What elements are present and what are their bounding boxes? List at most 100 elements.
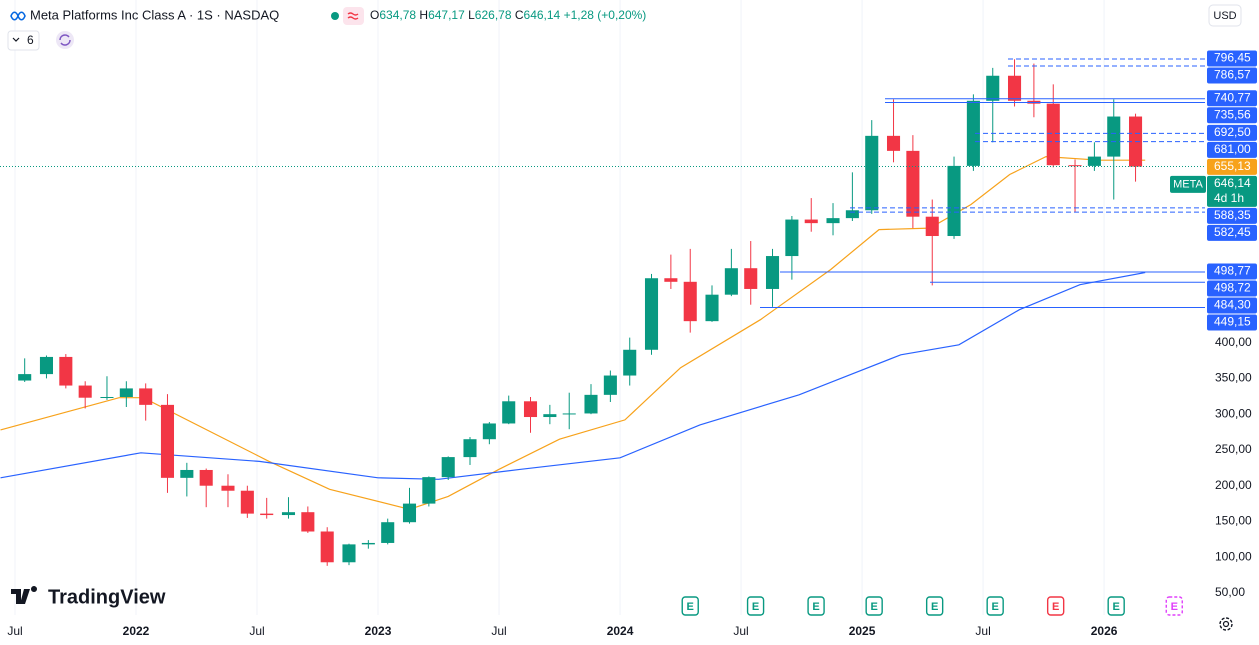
- symbol-title[interactable]: Meta Platforms Inc Class A · 1S · NASDAQ: [30, 7, 279, 22]
- earnings-badge[interactable]: [1165, 596, 1183, 616]
- indicator-count: 6: [27, 33, 34, 47]
- earnings-label: E: [870, 601, 877, 613]
- price-tag-label: 498,72: [1214, 281, 1251, 295]
- earnings-label: E: [687, 601, 694, 613]
- ohlc-value: 647,17: [428, 8, 465, 22]
- tv-logo-text: TradingView: [48, 586, 166, 608]
- price-tag-label: 582,45: [1214, 225, 1251, 239]
- x-tick-label: 2023: [365, 624, 392, 638]
- earnings-badge[interactable]: [986, 596, 1004, 616]
- candle-body: [705, 294, 719, 322]
- candle-body: [301, 512, 315, 532]
- chevron: [12, 37, 20, 42]
- indicator-icon: [347, 12, 359, 20]
- price-tag-label: 740,77: [1214, 90, 1251, 104]
- x-tick-label: 2022: [123, 624, 150, 638]
- price-tag-label: 449,15: [1214, 315, 1251, 329]
- candle-body: [925, 216, 939, 237]
- price-tag: [1207, 141, 1257, 158]
- candle-body: [986, 75, 1000, 101]
- earnings-label: E: [1052, 601, 1059, 613]
- price-tag: [1207, 297, 1257, 314]
- candle-body: [543, 414, 557, 418]
- earnings-badge[interactable]: [807, 596, 825, 616]
- moving-average: [0, 155, 1146, 510]
- y-tick-label: 300,00: [1215, 406, 1252, 420]
- price-tag-label: 484,30: [1214, 298, 1251, 312]
- candle-body: [623, 349, 637, 376]
- earnings-label: E: [1171, 601, 1178, 613]
- y-tick-label: 50,00: [1215, 585, 1245, 599]
- candle-body: [199, 469, 213, 486]
- candle-body: [1007, 75, 1022, 101]
- price-tag-label: 786,57: [1214, 68, 1251, 82]
- candle-body: [78, 385, 92, 398]
- y-tick-label: 100,00: [1215, 549, 1252, 563]
- candle-body: [18, 374, 32, 381]
- candle-body: [100, 396, 114, 398]
- indicators-toggle[interactable]: [7, 30, 40, 51]
- candle-body: [966, 100, 980, 166]
- price-tag-label: 646,14: [1214, 176, 1251, 190]
- candle-body: [644, 278, 659, 350]
- currency-button[interactable]: [1208, 4, 1242, 27]
- market-status[interactable]: [331, 12, 339, 20]
- candle-body: [664, 278, 678, 282]
- price-tag: [1207, 224, 1257, 241]
- ohlc-change: +1,28 (+0,20%): [564, 8, 647, 22]
- candle-body: [342, 544, 356, 563]
- earnings-badge[interactable]: [1046, 596, 1065, 616]
- candle-body: [603, 375, 617, 395]
- price-tag-label: 692,50: [1214, 125, 1251, 139]
- candle-body: [320, 531, 334, 563]
- price-tag: [1207, 107, 1257, 124]
- price-tag: [1207, 263, 1257, 280]
- candle-body: [804, 219, 818, 224]
- earnings-label: E: [991, 601, 998, 613]
- candle-body: [1087, 156, 1101, 166]
- candle-body: [160, 404, 175, 478]
- candle-body: [523, 401, 538, 418]
- candle-body: [826, 218, 840, 224]
- candle-body: [906, 150, 920, 217]
- price-tag: [1207, 67, 1257, 84]
- earnings-badge[interactable]: [681, 596, 699, 616]
- currency: USD: [1213, 10, 1236, 22]
- ohlc-key: L: [468, 8, 475, 22]
- price-tag-label: 498,77: [1214, 264, 1251, 278]
- ohlc-key: H: [419, 8, 428, 22]
- ohlc-key: O: [370, 8, 379, 22]
- candle-body: [119, 388, 133, 397]
- price-tag: [1207, 175, 1257, 207]
- y-tick-label: 400,00: [1215, 335, 1252, 349]
- refresh-button[interactable]: [56, 31, 74, 49]
- earnings-badge[interactable]: [746, 596, 765, 616]
- x-tick-label: 2024: [607, 624, 634, 638]
- y-tick-label: 150,00: [1215, 514, 1252, 528]
- earnings-label: E: [1113, 601, 1120, 613]
- price-tag-label: 735,56: [1214, 107, 1251, 121]
- candle-body: [361, 542, 375, 545]
- candle-body: [281, 512, 296, 516]
- candle-body: [845, 210, 859, 219]
- earnings-label: E: [752, 601, 759, 613]
- candle-body: [260, 513, 274, 516]
- price-tag: [1207, 124, 1257, 141]
- candle-body: [886, 135, 901, 151]
- price-tag-label: 796,45: [1214, 51, 1251, 65]
- x-tick-label: 2025: [849, 624, 876, 638]
- earnings-label: E: [931, 601, 938, 613]
- symbol-tag: META: [1173, 178, 1203, 190]
- earnings-label: E: [812, 601, 819, 613]
- earnings-badge[interactable]: [865, 596, 883, 616]
- candle-body: [1068, 165, 1082, 167]
- moving-average: [0, 271, 1146, 480]
- indicator-badge[interactable]: [343, 7, 364, 25]
- settings-gear[interactable]: [1219, 617, 1233, 631]
- candle-body: [221, 485, 235, 491]
- earnings-badge[interactable]: [1107, 596, 1125, 616]
- ohlc-key: C: [515, 8, 524, 22]
- countdown: 4d 1h: [1214, 191, 1244, 205]
- earnings-badge[interactable]: [925, 596, 944, 616]
